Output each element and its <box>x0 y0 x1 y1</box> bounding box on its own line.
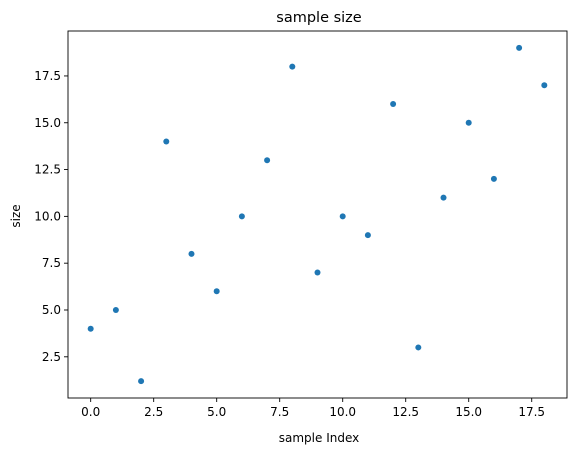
data-point <box>238 213 245 220</box>
x-tick-label: 5.0 <box>207 405 226 419</box>
y-tick-label: 10.0 <box>34 209 61 223</box>
y-axis-ticks: 2.5 5.0 7.5 10.0 12.5 15.0 17.5 <box>34 69 68 364</box>
y-axis-label: size <box>9 204 23 227</box>
data-point <box>87 325 94 332</box>
data-point <box>213 288 220 295</box>
y-tick-label: 5.0 <box>42 303 61 317</box>
data-points <box>87 44 548 385</box>
y-tick-label: 12.5 <box>34 163 61 177</box>
data-point <box>390 101 397 108</box>
data-point <box>138 378 145 385</box>
data-point <box>490 175 497 182</box>
data-point <box>314 269 321 276</box>
data-point <box>440 194 447 201</box>
data-point <box>541 82 548 89</box>
x-tick-label: 17.5 <box>518 405 545 419</box>
data-point <box>415 344 422 351</box>
x-tick-label: 0.0 <box>81 405 100 419</box>
x-tick-label: 2.5 <box>144 405 163 419</box>
data-point <box>465 119 472 126</box>
x-tick-label: 7.5 <box>270 405 289 419</box>
x-tick-label: 12.5 <box>392 405 419 419</box>
y-tick-label: 7.5 <box>42 256 61 270</box>
x-tick-label: 15.0 <box>455 405 482 419</box>
data-point <box>163 138 170 145</box>
data-point <box>364 232 371 239</box>
x-axis-label: sample Index <box>279 431 359 445</box>
data-point <box>264 157 271 164</box>
y-tick-label: 15.0 <box>34 116 61 130</box>
data-point <box>516 44 523 51</box>
data-point <box>188 250 195 257</box>
x-axis-ticks: 0.0 2.5 5.0 7.5 10.0 12.5 15.0 17.5 <box>81 398 545 419</box>
y-tick-label: 17.5 <box>34 69 61 83</box>
chart-title: sample size <box>276 10 362 26</box>
x-tick-label: 10.0 <box>329 405 356 419</box>
data-point <box>289 63 296 70</box>
data-point <box>339 213 346 220</box>
y-tick-label: 2.5 <box>42 350 61 364</box>
data-point <box>112 306 119 313</box>
plot-area-frame <box>67 30 568 399</box>
